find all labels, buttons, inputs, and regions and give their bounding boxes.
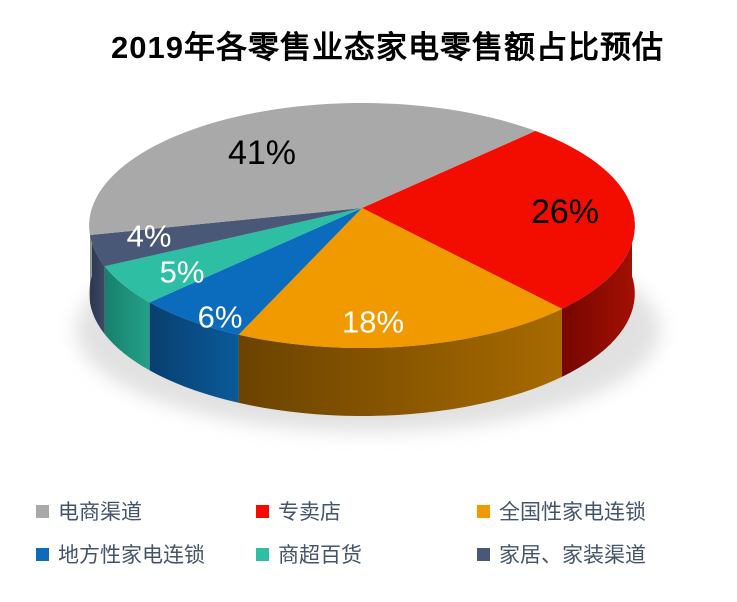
pie-data-label: 4%: [127, 219, 172, 254]
pie-slice-wall-1: [561, 208, 635, 377]
pie-data-label: 26%: [531, 193, 599, 231]
pie-slice-5: [90, 208, 362, 267]
pie-slice-wall-2: [238, 308, 562, 416]
pie-slice-3: [149, 208, 362, 335]
pie-slice-wall-5: [90, 235, 105, 335]
pie-slice-wall-3: [149, 302, 239, 403]
pie-slice-0: [89, 103, 536, 236]
pie-data-label: 18%: [342, 305, 404, 340]
pie-data-label: 6%: [198, 300, 243, 335]
pie-slice-4: [104, 208, 363, 303]
chart-title: 2019年各零售业态家电零售额占比预估: [111, 30, 664, 65]
pie-slice-1: [362, 130, 635, 309]
pie-data-label: 41%: [228, 134, 296, 172]
pie-slice-2: [238, 208, 562, 348]
pie-data-label: 5%: [160, 255, 205, 290]
pie-slice-wall-4: [104, 266, 150, 371]
